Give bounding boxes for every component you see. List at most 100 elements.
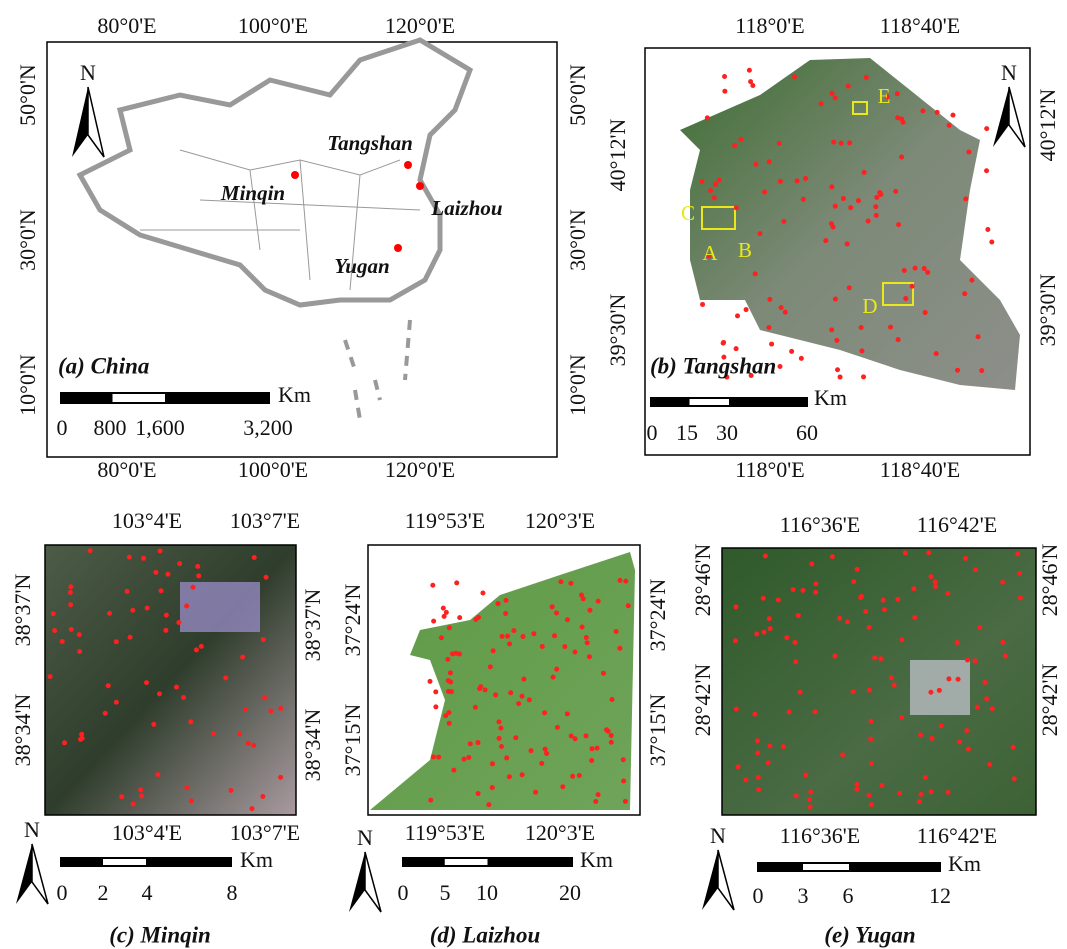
sample-point: [963, 556, 968, 561]
sample-point: [839, 141, 844, 146]
sample-point: [845, 241, 850, 246]
sample-point: [823, 238, 828, 243]
sample-point: [153, 570, 158, 575]
sample-point: [240, 655, 245, 660]
sample-point: [453, 651, 458, 656]
sample-point: [767, 159, 772, 164]
sample-point: [747, 68, 752, 73]
sample-point: [577, 773, 582, 778]
sample-point: [851, 579, 856, 584]
sample-point: [989, 240, 994, 245]
sample-point: [946, 676, 951, 681]
place-label: E: [878, 84, 891, 108]
sample-point: [937, 688, 942, 693]
sample-point: [732, 143, 737, 148]
sample-point: [767, 616, 772, 621]
sample-point: [929, 574, 934, 579]
sample-point: [829, 221, 834, 226]
figure: 80°0'E100°0'E120°0'E80°0'E100°0'E120°0'E…: [0, 0, 1067, 949]
sample-point: [77, 649, 82, 654]
sample-point: [796, 613, 801, 618]
sample-point: [107, 611, 112, 616]
sample-point: [268, 709, 273, 714]
sample-point: [119, 794, 124, 799]
sample-point: [1015, 552, 1020, 557]
sample-point: [841, 196, 846, 201]
sample-point: [799, 356, 804, 361]
sample-point: [766, 760, 771, 765]
scale-bar-segment: [690, 399, 730, 405]
sample-point: [896, 337, 901, 342]
sample-point: [141, 556, 146, 561]
left-coord-label: 40°12'N: [605, 119, 630, 192]
sample-point: [753, 271, 758, 276]
sample-point: [945, 591, 950, 596]
sample-point: [51, 611, 56, 616]
star: [394, 244, 402, 252]
sample-point: [863, 609, 868, 614]
sample-point: [540, 644, 545, 649]
sample-point: [903, 550, 908, 555]
sample-point: [778, 364, 783, 369]
sample-point: [587, 608, 592, 613]
north-label: N: [357, 825, 373, 850]
sample-point: [851, 689, 856, 694]
sample-point: [910, 284, 915, 289]
sample-point: [977, 625, 982, 630]
sample-point: [516, 701, 521, 706]
sample-point: [521, 677, 526, 682]
sample-point: [766, 325, 771, 330]
scale-label: 12: [929, 883, 951, 908]
sample-point: [794, 793, 799, 798]
sample-point: [929, 736, 934, 741]
sample-point: [832, 654, 837, 659]
sample-point: [874, 195, 879, 200]
top-coord-label: 100°0'E: [238, 13, 308, 38]
sample-point: [596, 792, 601, 797]
sample-point: [251, 743, 256, 748]
sample-point: [754, 632, 759, 637]
left-coord-label: 38°37'N: [10, 574, 35, 647]
sample-point: [837, 616, 842, 621]
sample-point: [454, 580, 459, 585]
top-coord-label: 103°7'E: [230, 508, 300, 533]
sample-point: [990, 706, 995, 711]
sample-point: [621, 757, 626, 762]
sample-point: [973, 658, 978, 663]
sample-point: [833, 204, 838, 209]
left-coord-label: 38°34'N: [10, 694, 35, 767]
sample-point: [529, 748, 534, 753]
sample-point: [621, 779, 626, 784]
scale-label: 3: [798, 883, 809, 908]
sample-point: [859, 348, 864, 353]
sample-point: [792, 74, 797, 79]
sample-point: [778, 179, 783, 184]
sample-point: [533, 790, 538, 795]
sample-point: [795, 178, 800, 183]
place-label: Yugan: [334, 254, 389, 278]
star: [416, 182, 424, 190]
sample-point: [812, 709, 817, 714]
sample-point: [447, 625, 452, 630]
bottom-coord-label: 119°53'E: [405, 820, 485, 845]
sample-point: [68, 584, 73, 589]
sample-point: [580, 624, 585, 629]
sample-point: [505, 634, 510, 639]
sample-point: [520, 634, 525, 639]
sample-point: [490, 785, 495, 790]
sample-point: [195, 564, 200, 569]
sample-point: [966, 746, 971, 751]
sample-point: [868, 719, 873, 724]
sample-point: [480, 591, 485, 596]
sample-point: [913, 266, 918, 271]
sample-point: [933, 580, 938, 585]
top-coord-label: 120°0'E: [385, 13, 455, 38]
sample-point: [755, 738, 760, 743]
sample-point: [558, 579, 563, 584]
sample-point: [433, 704, 438, 709]
sample-point: [604, 727, 609, 732]
scale-label: 10: [476, 880, 498, 905]
sample-point: [956, 677, 961, 682]
sample-point: [125, 589, 130, 594]
sample-point: [507, 774, 512, 779]
